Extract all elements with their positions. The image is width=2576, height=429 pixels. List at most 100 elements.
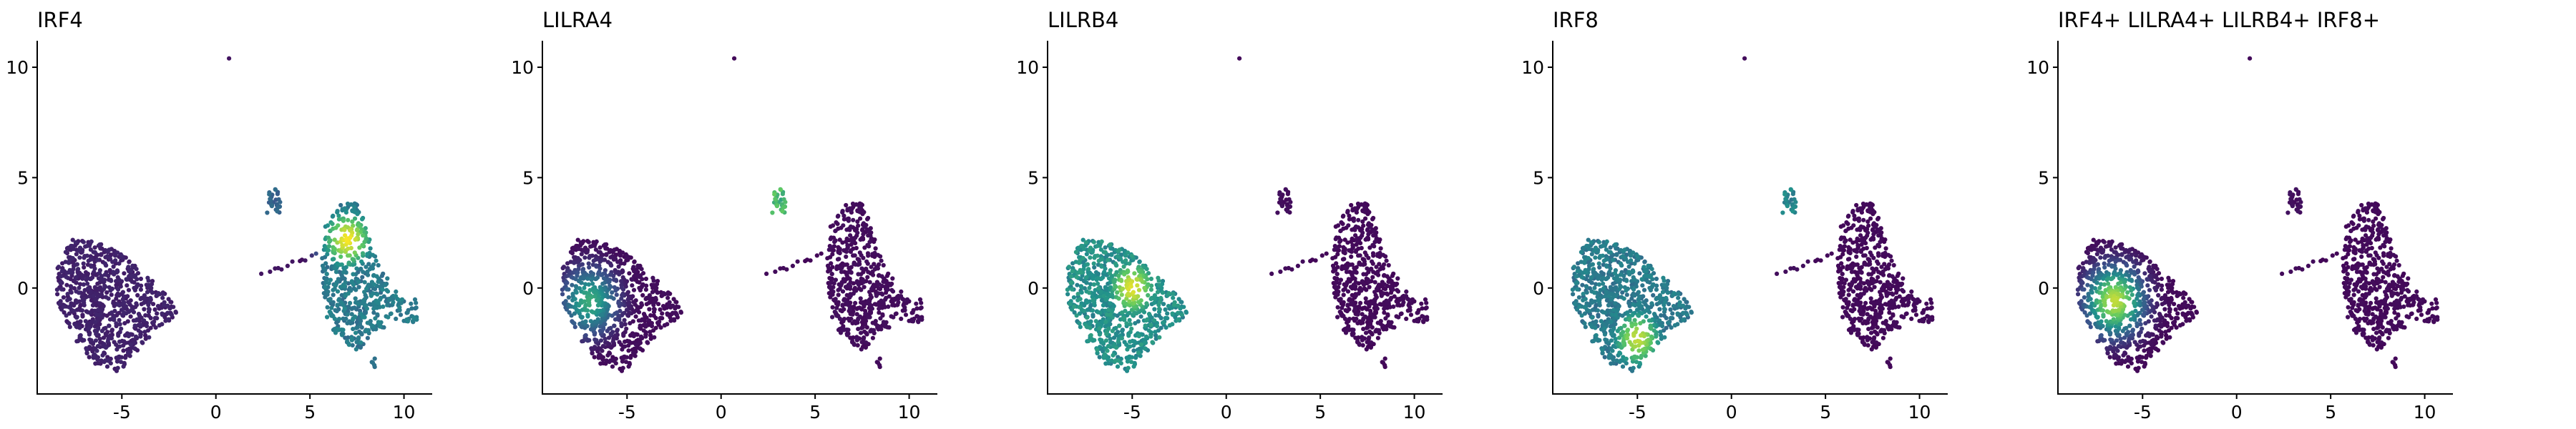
scatter-point (847, 227, 852, 232)
scatter-point (857, 257, 862, 262)
scatter-point (565, 280, 570, 285)
scatter-point (71, 308, 77, 314)
scatter-point (361, 233, 366, 238)
scatter-point (1847, 257, 1852, 262)
scatter-point (1350, 332, 1355, 337)
scatter-point (352, 209, 357, 214)
scatter-point (352, 305, 357, 310)
scatter-point (409, 301, 414, 306)
scatter-point (1382, 262, 1387, 267)
scatter-point (586, 282, 592, 287)
scatter-point (347, 253, 352, 258)
scatter-point (1116, 339, 1121, 344)
scatter-point (87, 294, 92, 299)
scatter-point (405, 310, 410, 315)
scatter-point (1354, 316, 1359, 321)
scatter-point (1116, 358, 1121, 363)
scatter-point (1338, 277, 1343, 282)
scatter-point (773, 197, 778, 202)
scatter-point (1288, 199, 1293, 204)
scatter-point (1371, 315, 1376, 320)
scatter-point (324, 272, 329, 277)
scatter-point (1896, 304, 1901, 309)
scatter-point (1395, 289, 1401, 294)
scatter-point (1350, 242, 1355, 247)
scatter-point (1909, 316, 1914, 321)
scatter-point (869, 295, 874, 300)
scatter-point (847, 283, 852, 289)
scatter-point (109, 278, 114, 283)
scatter-point (55, 292, 60, 297)
scatter-point (1158, 295, 1163, 300)
scatter-point (814, 253, 819, 258)
scatter-point (1367, 280, 1372, 285)
scatter-point (881, 262, 886, 268)
scatter-point (1386, 279, 1391, 285)
scatter-point (1384, 258, 1389, 263)
scatter-point (1375, 306, 1380, 311)
scatter-point (353, 216, 358, 221)
scatter-point (117, 339, 122, 344)
scatter-point (857, 204, 862, 209)
scatter-point (64, 282, 69, 287)
scatter-point (834, 305, 839, 310)
scatter-point (860, 325, 865, 330)
scatter-point (1108, 301, 1113, 306)
scatter-point (332, 316, 337, 321)
scatter-point (883, 324, 888, 329)
scatter-point (1924, 301, 1929, 306)
scatter-point (367, 302, 372, 307)
scatter-point (376, 262, 381, 268)
scatter-point (350, 257, 355, 262)
scatter-point (117, 317, 122, 322)
scatter-point (1384, 298, 1389, 303)
scatter-point (1097, 332, 1102, 337)
scatter-point (1856, 270, 1862, 275)
scatter-point (97, 301, 102, 306)
scatter-point (1361, 327, 1366, 332)
scatter-point (840, 209, 845, 215)
scatter-point (331, 292, 336, 297)
scatter-point (327, 297, 333, 302)
scatter-point (1165, 311, 1170, 316)
scatter-point (372, 356, 377, 361)
scatter-point (877, 310, 882, 315)
scatter-point (365, 335, 370, 340)
scatter-point (837, 282, 843, 287)
scatter-point (841, 213, 847, 218)
scatter-point (155, 304, 161, 309)
scatter-point (151, 302, 156, 307)
scatter-point (371, 306, 376, 311)
scatter-point (85, 281, 90, 286)
scatter-point (1124, 321, 1129, 326)
scatter-point (825, 256, 830, 261)
scatter-point (275, 204, 281, 209)
scatter-point (1096, 310, 1101, 315)
scatter-point (1096, 275, 1101, 281)
scatter-point (1406, 297, 1412, 302)
scatter-point (845, 332, 850, 337)
scatter-point (658, 307, 663, 312)
scatter-point (568, 250, 574, 255)
scatter-point (867, 230, 872, 235)
scatter-point (1853, 262, 1858, 267)
scatter-point (871, 272, 876, 277)
scatter-point (396, 297, 401, 302)
scatter-point (79, 308, 84, 313)
scatter-point (1138, 314, 1143, 319)
scatter-point (1237, 56, 1242, 61)
scatter-point (1871, 302, 1876, 307)
scatter-point (1624, 292, 1629, 297)
scatter-point (102, 272, 107, 277)
scatter-point (1334, 261, 1339, 266)
scatter-point (335, 302, 340, 307)
scatter-point (808, 258, 813, 263)
scatter-point (869, 265, 874, 270)
scatter-point (1068, 302, 1073, 307)
scatter-point (854, 336, 859, 341)
scatter-point (354, 227, 360, 232)
scatter-point (579, 280, 584, 285)
scatter-point (829, 272, 834, 277)
scatter-point (83, 319, 88, 324)
scatter-point (1858, 206, 1863, 211)
